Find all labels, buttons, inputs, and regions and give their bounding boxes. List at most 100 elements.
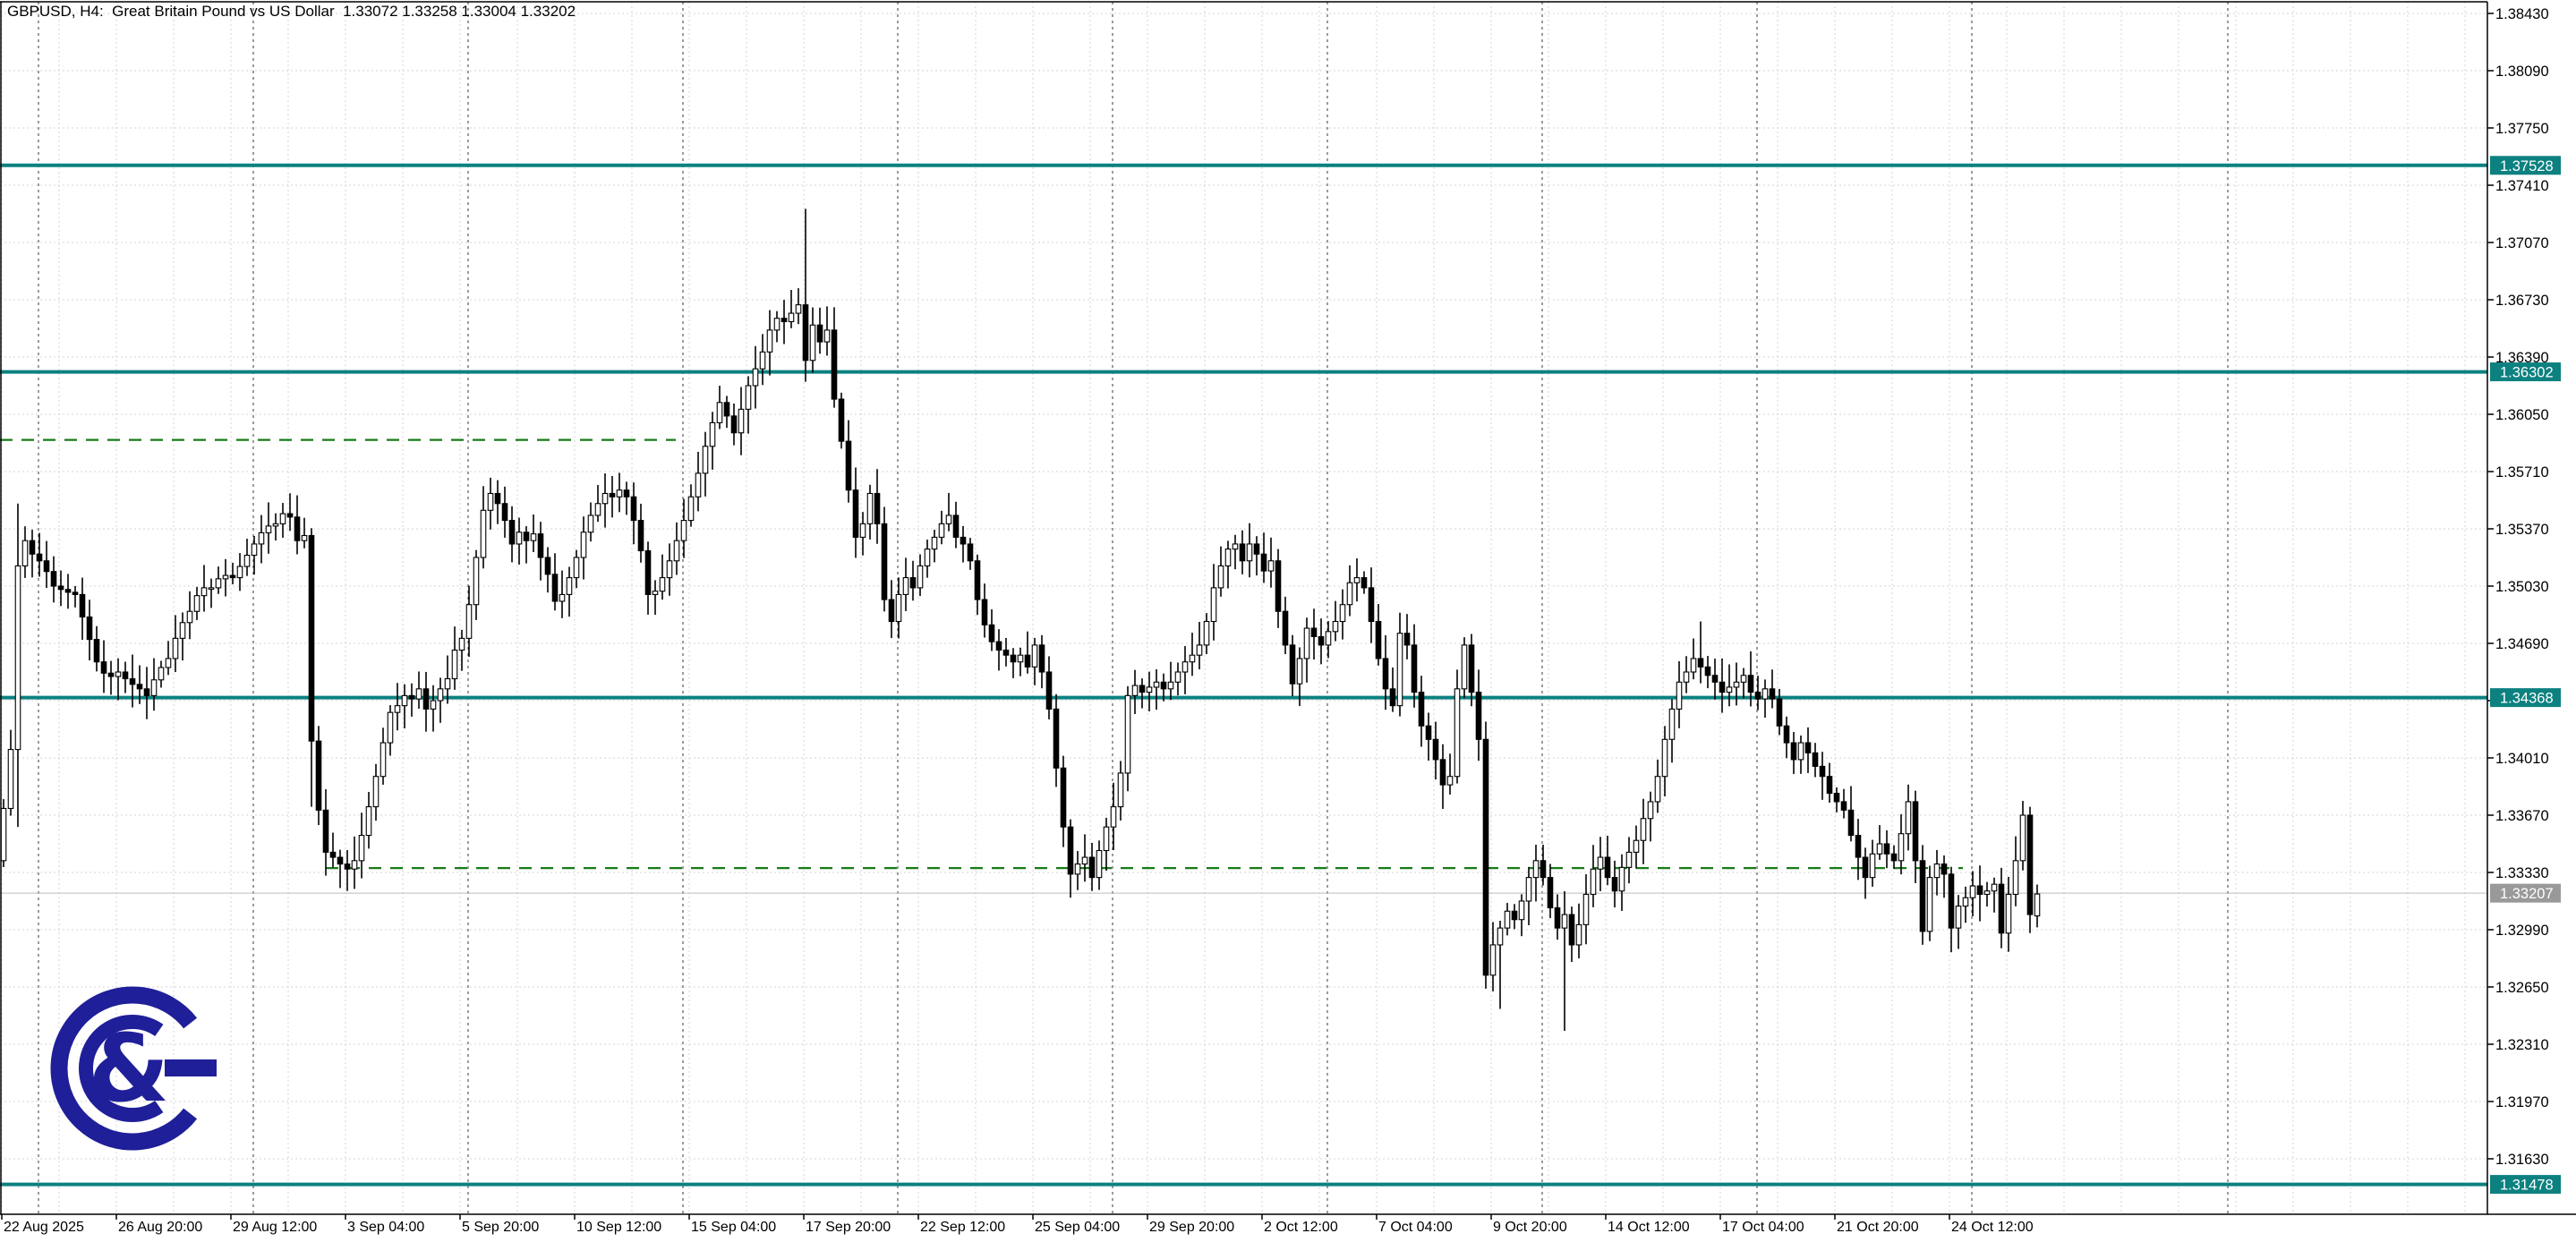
price-axis-label: 1.31630 (2495, 1152, 2549, 1168)
candle-body (1582, 893, 1590, 925)
candle-body (1998, 883, 2005, 934)
candle-body (1668, 708, 1676, 740)
candle-body (1747, 675, 1754, 693)
candle-body (1547, 877, 1554, 909)
candle-body (29, 540, 36, 555)
candle-body (1203, 620, 1210, 646)
candle-body (1482, 738, 1489, 976)
candle-body (974, 560, 981, 600)
candle-body (573, 557, 580, 579)
candle-body (1067, 826, 1074, 875)
candle-body (802, 304, 809, 362)
candle-body (1719, 681, 1726, 693)
candle-body (365, 806, 372, 837)
candle-body (1045, 671, 1053, 710)
time-axis-label: 7 Oct 04:00 (1378, 1220, 1453, 1235)
candle-body (1296, 658, 1303, 685)
candle-body (788, 312, 795, 323)
candle-body (1010, 654, 1017, 663)
candle-body (1983, 890, 1991, 896)
candle-body (1346, 582, 1353, 606)
candle-body (380, 742, 387, 778)
candle-body (251, 543, 258, 557)
candle-body (1819, 765, 1826, 778)
candle-body (1425, 725, 1432, 740)
candle-body (1088, 856, 1096, 879)
candle-body (902, 577, 909, 595)
candle-body (437, 688, 444, 702)
price-badge-label: 1.36302 (2500, 365, 2554, 381)
candle-body (86, 616, 93, 641)
candle-body (1053, 708, 1060, 769)
candle-body (1318, 635, 1325, 646)
price-axis[interactable]: 1.38430 1.38090 1.37750 1.37410 1.37070 1.367… (2487, 6, 2561, 1195)
candle-body (1633, 839, 1640, 853)
candle-body (831, 329, 838, 400)
price-badge (2490, 362, 2561, 382)
candle-body (1597, 856, 1604, 870)
candle-body (637, 520, 644, 552)
candle-body (895, 593, 902, 623)
candle-body (115, 671, 122, 677)
candle-body (852, 489, 859, 538)
candle-body (107, 672, 115, 677)
candle-body (279, 513, 286, 524)
candle-body (924, 549, 931, 566)
price-badge-label: 1.31478 (2500, 1178, 2554, 1194)
candle-body (1661, 738, 1668, 778)
candle-body (795, 304, 802, 314)
candle-body (458, 637, 465, 651)
candle-body (1640, 818, 1647, 841)
candle-body (301, 534, 308, 541)
price-axis-label: 1.36390 (2495, 350, 2549, 366)
candle-body (129, 677, 136, 685)
candle-body (2026, 814, 2034, 915)
candle-body (422, 688, 430, 710)
candle-body (988, 624, 995, 642)
candle-body (1812, 752, 1819, 767)
candle-body (709, 421, 716, 447)
candle-body (1031, 644, 1038, 668)
candle-body (866, 492, 874, 524)
candle-body (874, 492, 881, 524)
candle-body (1224, 549, 1232, 566)
time-axis-label: 5 Sep 20:00 (462, 1220, 539, 1235)
candle-body (1260, 553, 1267, 572)
candle-body (1375, 620, 1382, 659)
price-axis-label: 1.35710 (2495, 464, 2549, 481)
candle-body (1232, 543, 1239, 550)
candle-body (0, 807, 7, 862)
candle-body (1418, 692, 1425, 727)
level-lines (0, 163, 2487, 1187)
candle-body (1625, 851, 1633, 868)
candle-body (745, 385, 752, 410)
candle-body (1697, 658, 1704, 668)
candle-body (1740, 675, 1747, 683)
price-axis-label: 1.35370 (2495, 522, 2549, 538)
time-axis-label: 22 Aug 2025 (4, 1220, 84, 1235)
candle-body (1181, 661, 1189, 673)
time-axis-label: 17 Oct 04:00 (1722, 1220, 1804, 1235)
logo-inner-arc (78, 1015, 164, 1122)
price-badge (2490, 156, 2561, 175)
candle-body (150, 679, 158, 696)
candle-body (57, 585, 64, 591)
candle-body (945, 515, 952, 524)
candle-body (351, 860, 358, 870)
candle-body (122, 671, 129, 680)
candle-body (730, 415, 738, 434)
candle-body (1575, 923, 1582, 946)
candle-body (537, 533, 544, 558)
price-axis-label: 1.34010 (2495, 751, 2549, 767)
candle-body (401, 694, 408, 707)
candle-body (1002, 649, 1010, 656)
candle-body (1532, 860, 1540, 879)
candle-body (888, 599, 895, 623)
candle-body (229, 574, 236, 579)
candle-body (236, 566, 243, 579)
candle-body (14, 565, 21, 751)
price-axis-label: 1.31970 (2495, 1094, 2549, 1110)
time-axis-label: 26 Aug 20:00 (118, 1220, 202, 1235)
time-axis[interactable]: 22 Aug 2025 26 Aug 20:00 29 Aug 12:00 3 Sep… (1, 1214, 2034, 1235)
